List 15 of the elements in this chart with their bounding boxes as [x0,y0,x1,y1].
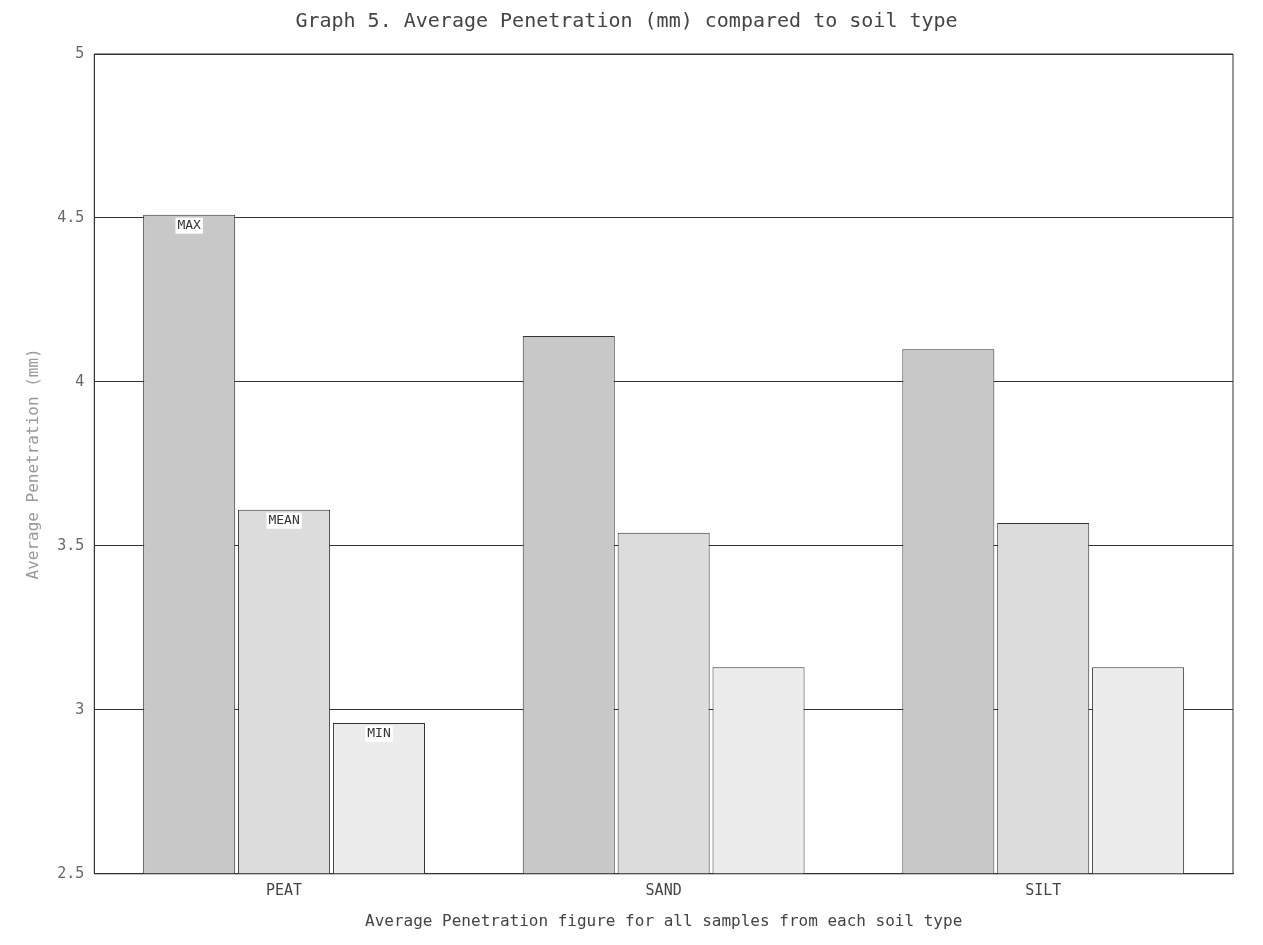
y-tick-label: 2.5 [57,863,85,882]
y-tick-label: 3 [75,699,85,718]
y-tick-label: 4.5 [57,207,85,226]
y-tick-label: 4 [75,371,85,390]
series-label: MAX [177,216,202,232]
y-tick-label: 5 [75,43,85,62]
y-tick-label: 3.5 [57,535,85,554]
chart-title: Graph 5. Average Penetration (mm) compared to soil type [295,8,958,33]
x-tick-label: PEAT [266,880,303,899]
x-tick-label: SILT [1025,880,1062,899]
x-axis-title: Average Penetration figure for all samples from each soil type [365,910,963,930]
x-tick-label: SAND [645,880,682,899]
series-label: MIN [367,724,391,740]
y-axis-title: Average Penetration (mm) [22,348,42,580]
series-label: MEAN [268,511,300,527]
